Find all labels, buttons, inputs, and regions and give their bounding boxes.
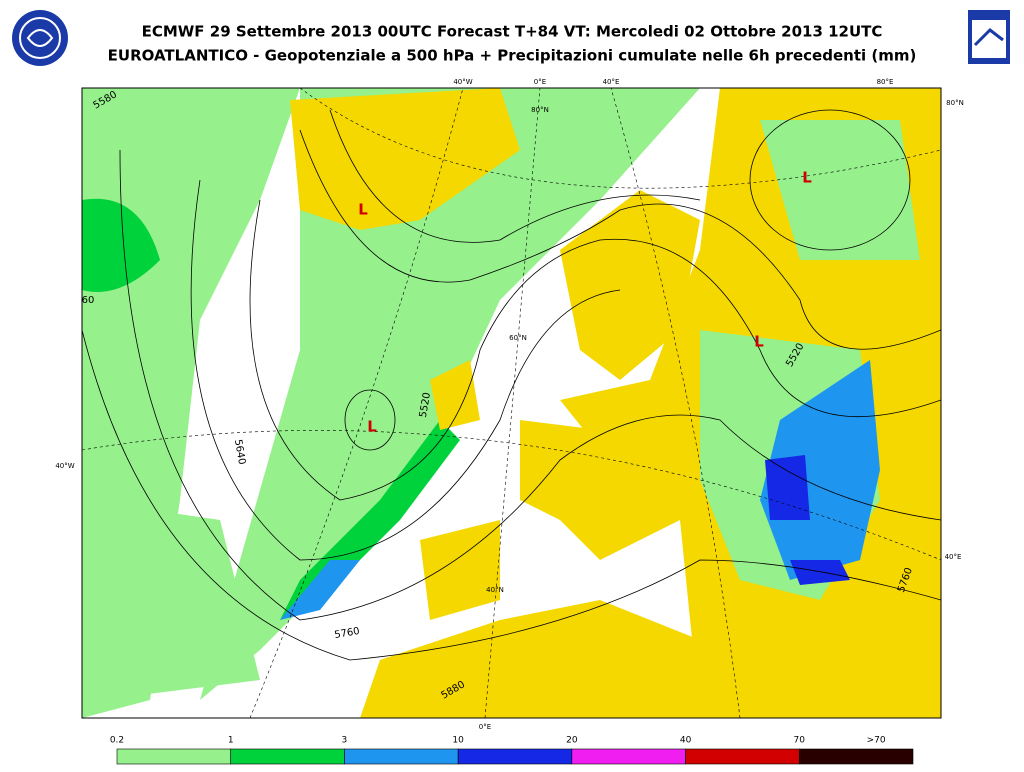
legend-label: 1 [228, 736, 234, 746]
legend-swatch [798, 748, 914, 765]
contour-label: 5520 [418, 392, 433, 419]
legend-swatch [457, 748, 573, 765]
logo-left [12, 10, 68, 66]
graticule-label: 40°N [486, 586, 504, 594]
low-pressure-marker: L [367, 418, 377, 436]
legend-label: 3 [342, 736, 348, 746]
logo-right [968, 10, 1010, 64]
low-pressure-marker: L [358, 201, 368, 219]
graticule-label: 80°E [877, 78, 894, 86]
graticule-label: 0°E [534, 78, 546, 86]
legend-label: 70 [794, 736, 806, 746]
legend-swatch [230, 748, 345, 765]
legend-swatch [344, 748, 459, 765]
contour-label: 5640 [232, 439, 247, 466]
graticule-label: 0°E [479, 723, 491, 731]
legend-swatch [685, 748, 800, 765]
legend-label: 20 [566, 736, 578, 746]
graticule-label: 40°W [453, 78, 472, 86]
legend-swatch [571, 748, 686, 765]
graticule-label: 40°W [55, 462, 74, 470]
graticule-label: 60°N [509, 334, 527, 342]
contour-label: 5760 [334, 626, 361, 641]
subtitle: EUROATLANTICO - Geopotenziale a 500 hPa … [108, 47, 917, 65]
low-pressure-marker: L [802, 169, 812, 187]
graticule-label: 40°E [603, 78, 620, 86]
graticule-label: 80°N [946, 99, 964, 107]
map [81, 87, 942, 719]
low-pressure-marker: L [754, 333, 764, 351]
graticule-label: 40°E [945, 553, 962, 561]
graticule-label: 80°N [531, 106, 549, 114]
legend-label: >70 [867, 736, 886, 746]
title: ECMWF 29 Settembre 2013 00UTC Forecast T… [142, 23, 883, 41]
contour-label: 60 [82, 295, 95, 306]
legend-label: 10 [452, 736, 464, 746]
legend-label: 40 [680, 736, 692, 746]
legend-swatch [116, 748, 232, 765]
legend-label: 0.2 [110, 736, 124, 746]
